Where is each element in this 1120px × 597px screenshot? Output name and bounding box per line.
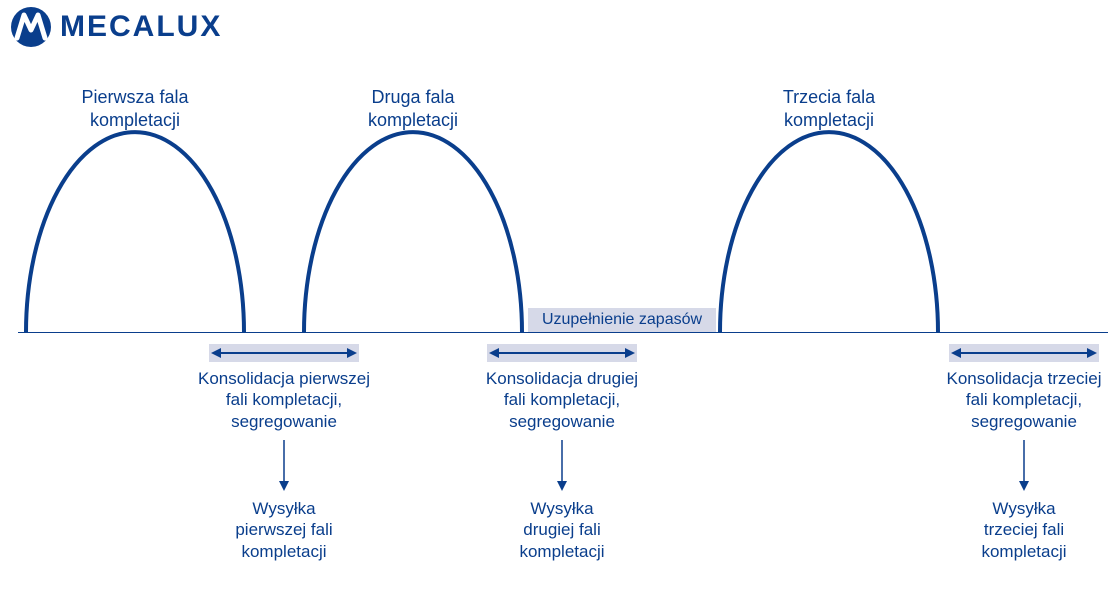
wave-label-2-line1: Druga fala [371, 87, 454, 107]
shipment-3: Wysyłka trzeciej fali kompletacji [914, 498, 1120, 562]
wave-label-3-line1: Trzecia fala [783, 87, 875, 107]
diagram-canvas: MECALUX Pierwsza fala kompletacji Druga … [0, 0, 1120, 597]
logo-text: MECALUX [60, 10, 222, 44]
brand-logo: MECALUX [10, 6, 222, 48]
consolidation-2-l3: segregowanie [509, 412, 615, 431]
down-arrow-1 [274, 440, 294, 492]
consolidation-1: Konsolidacja pierwszej fali kompletacji,… [154, 368, 414, 432]
wave-arc-3 [718, 130, 940, 336]
shipment-2-l3: kompletacji [519, 542, 604, 561]
shipment-1-l3: kompletacji [241, 542, 326, 561]
shipment-3-l1: Wysyłka [992, 499, 1055, 518]
shipment-1-l2: pierwszej fali [235, 520, 332, 539]
wave-label-2: Druga fala kompletacji [293, 86, 533, 131]
consolidation-1-l1: Konsolidacja pierwszej [198, 369, 370, 388]
h-arrow-3 [949, 344, 1099, 362]
consolidation-2: Konsolidacja drugiej fali kompletacji, s… [432, 368, 692, 432]
consolidation-3-l2: fali kompletacji, [966, 390, 1082, 409]
consolidation-3: Konsolidacja trzeciej fali kompletacji, … [894, 368, 1120, 432]
wave-label-2-line2: kompletacji [368, 110, 458, 130]
consolidation-3-l3: segregowanie [971, 412, 1077, 431]
wave-label-1-line1: Pierwsza fala [81, 87, 188, 107]
wave-label-3: Trzecia fala kompletacji [709, 86, 949, 131]
logo-mark-icon [10, 6, 52, 48]
h-arrow-2 [487, 344, 637, 362]
h-arrow-1 [209, 344, 359, 362]
consolidation-1-l3: segregowanie [231, 412, 337, 431]
wave-label-1: Pierwsza fala kompletacji [15, 86, 255, 131]
shipment-1: Wysyłka pierwszej fali kompletacji [174, 498, 394, 562]
consolidation-2-l1: Konsolidacja drugiej [486, 369, 638, 388]
stock-replenishment-box: Uzupełnienie zapasów [528, 308, 716, 332]
down-arrow-2 [552, 440, 572, 492]
shipment-3-l3: kompletacji [981, 542, 1066, 561]
wave-label-3-line2: kompletacji [784, 110, 874, 130]
shipment-2-l2: drugiej fali [523, 520, 601, 539]
down-arrow-3 [1014, 440, 1034, 492]
consolidation-1-l2: fali kompletacji, [226, 390, 342, 409]
stock-replenishment-label: Uzupełnienie zapasów [542, 311, 702, 329]
wave-arc-2 [302, 130, 524, 336]
shipment-3-l2: trzeciej fali [984, 520, 1064, 539]
consolidation-3-l1: Konsolidacja trzeciej [947, 369, 1102, 388]
wave-arc-1 [24, 130, 246, 336]
consolidation-2-l2: fali kompletacji, [504, 390, 620, 409]
wave-label-1-line2: kompletacji [90, 110, 180, 130]
shipment-2-l1: Wysyłka [530, 499, 593, 518]
shipment-2: Wysyłka drugiej fali kompletacji [452, 498, 672, 562]
shipment-1-l1: Wysyłka [252, 499, 315, 518]
